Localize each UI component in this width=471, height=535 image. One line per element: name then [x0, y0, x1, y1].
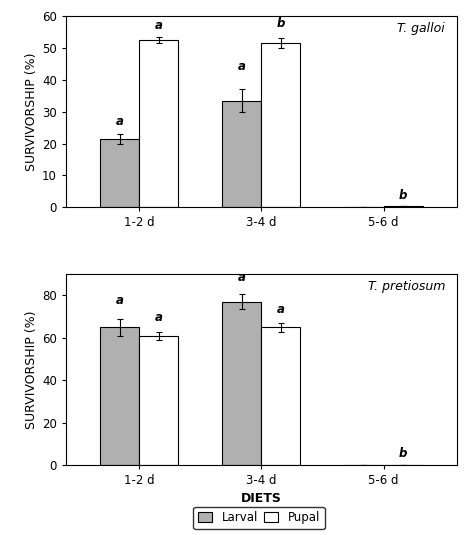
- X-axis label: DIETS: DIETS: [241, 492, 282, 505]
- Text: b: b: [277, 18, 285, 30]
- Legend: Larval, Pupal: Larval, Pupal: [194, 507, 325, 529]
- Bar: [139, 40, 179, 207]
- Text: a: a: [116, 294, 123, 307]
- Y-axis label: SURVIVORSHIP (%): SURVIVORSHIP (%): [25, 311, 38, 429]
- Bar: [222, 101, 261, 207]
- Text: a: a: [238, 60, 246, 73]
- Text: a: a: [277, 303, 285, 316]
- Bar: [100, 139, 139, 207]
- Y-axis label: SURVIVORSHIP (%): SURVIVORSHIP (%): [25, 52, 38, 171]
- Bar: [222, 302, 261, 465]
- Bar: [261, 327, 300, 465]
- Text: a: a: [155, 311, 162, 324]
- Text: a: a: [238, 271, 246, 284]
- Bar: [139, 336, 179, 465]
- Text: a: a: [155, 19, 162, 32]
- Text: b: b: [399, 188, 407, 202]
- Bar: [100, 327, 139, 465]
- Bar: [261, 43, 300, 207]
- Text: T. galloi: T. galloi: [398, 22, 445, 35]
- Text: T. pretiosum: T. pretiosum: [368, 280, 445, 293]
- Text: a: a: [116, 114, 123, 128]
- Text: b: b: [399, 447, 407, 460]
